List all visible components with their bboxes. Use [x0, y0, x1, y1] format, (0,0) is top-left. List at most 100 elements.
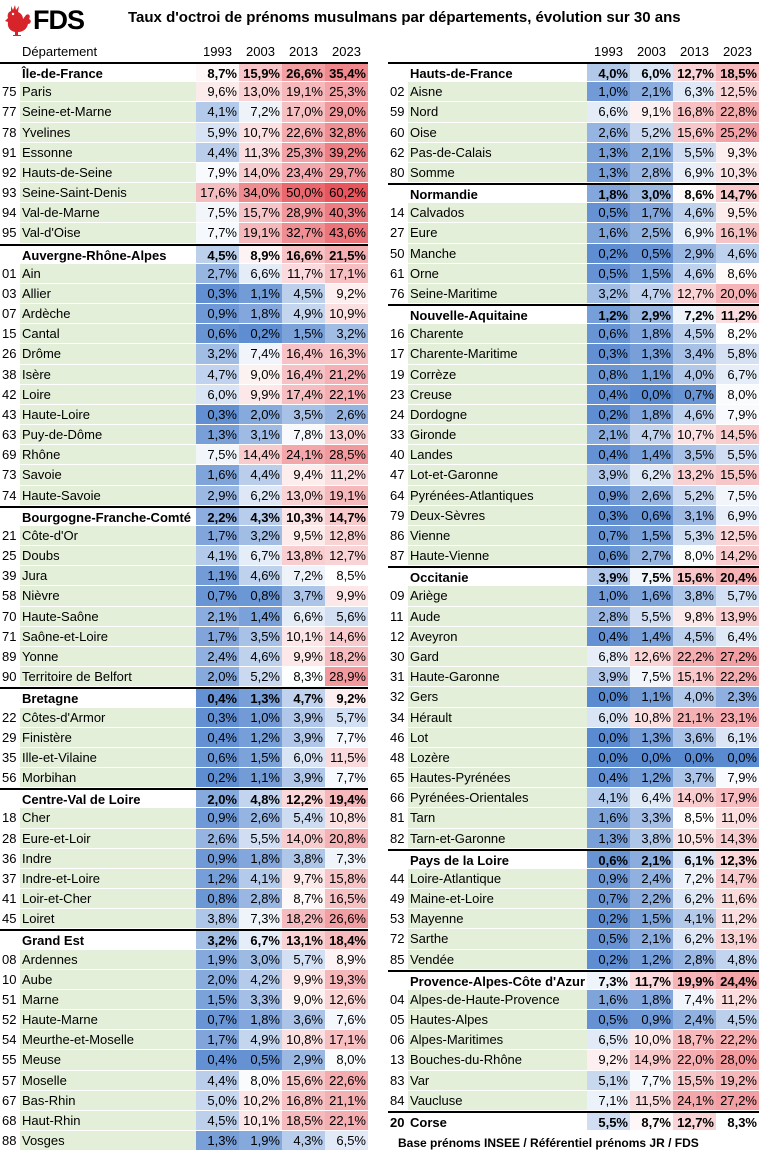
rate-cell: 9,8%: [673, 606, 716, 626]
rate-cell: 18,2%: [282, 909, 325, 929]
dept-code: 12: [390, 628, 405, 644]
dept-name: Alpes-Maritimes: [408, 1030, 587, 1050]
dept-name: Calvados: [408, 203, 587, 223]
dept-code: 45: [2, 911, 17, 927]
rate-cell: 3,7%: [673, 768, 716, 788]
dept-code: 23: [390, 386, 405, 402]
dept-code: [388, 972, 408, 989]
rate-cell: 0,7%: [196, 1010, 239, 1030]
rate-cell: 6,9%: [673, 223, 716, 243]
rate-cell: 7,7%: [325, 727, 368, 747]
rate-cell: 0,3%: [587, 505, 630, 525]
table-row: 13 Bouches-du-Rhône 9,2% 14,9% 22,0% 28,0%: [388, 1050, 759, 1071]
table-row: 58 Nièvre 0,7% 0,8% 3,7% 9,9%: [0, 586, 368, 607]
rate-cell: 17,1%: [325, 263, 368, 283]
rate-cell: 2,1%: [587, 425, 630, 445]
dept-code: 15: [2, 326, 17, 342]
dept-code: 92: [2, 164, 17, 180]
rate-cell: 9,7%: [282, 868, 325, 889]
dept-code: 29: [2, 729, 17, 745]
dept-code: 14: [390, 205, 405, 221]
dept-code: 72: [390, 931, 405, 947]
rate-cell: 11,6%: [716, 889, 759, 909]
rate-cell: 10,7%: [673, 425, 716, 445]
rate-cell: 15,6%: [673, 122, 716, 142]
rate-cell: 22,6%: [325, 1070, 368, 1090]
rate-cell: 10,7%: [239, 122, 282, 142]
table-row: 17 Charente-Maritime 0,3% 1,3% 3,4% 5,8%: [388, 344, 759, 365]
dept-code: 65: [390, 770, 405, 786]
rate-cell: 6,6%: [587, 102, 630, 122]
rate-cell: 15,7%: [239, 203, 282, 223]
dept-name: Marne: [20, 989, 196, 1010]
dept-name: Seine-Maritime: [408, 283, 587, 304]
rate-cell: 28,0%: [716, 1050, 759, 1070]
rate-cell: 3,2%: [239, 525, 282, 546]
table-row: 39 Jura 1,1% 4,6% 7,2% 8,5%: [0, 566, 368, 587]
rate-cell: 6,7%: [239, 931, 282, 949]
rate-cell: 18,2%: [325, 646, 368, 667]
rate-cell: 20,8%: [325, 828, 368, 848]
region-row: Grand Est 3,2% 6,7% 13,1% 18,4%: [0, 929, 368, 950]
rate-cell: 1,8%: [630, 324, 673, 344]
region-name: Île-de-France: [22, 66, 103, 81]
rate-cell: 2,9%: [282, 1050, 325, 1070]
rate-cell: 2,7%: [196, 263, 239, 283]
table-row: 14 Calvados 0,5% 1,7% 4,6% 9,5%: [388, 203, 759, 224]
rate-cell: 8,9%: [325, 949, 368, 969]
dept-code: 27: [390, 225, 405, 241]
header-year: 1993: [203, 44, 232, 59]
region-name: Centre-Val de Loire: [22, 792, 141, 808]
rate-cell: 6,5%: [325, 1131, 368, 1151]
dept-code: 64: [390, 487, 405, 503]
rate-cell: 3,6%: [282, 1010, 325, 1030]
table-row: 71 Saône-et-Loire 1,7% 3,5% 10,1% 14,6%: [0, 626, 368, 647]
dept-code: 17: [390, 346, 405, 362]
rate-cell: 6,2%: [673, 929, 716, 949]
rate-cell: 22,1%: [325, 384, 368, 404]
table-row: 44 Loire-Atlantique 0,9% 2,4% 7,2% 14,7%: [388, 868, 759, 890]
rate-cell: 3,4%: [673, 344, 716, 364]
rate-cell: 1,7%: [196, 626, 239, 646]
rate-cell: 2,8%: [239, 889, 282, 909]
region-row: Occitanie 3,9% 7,5% 15,6% 20,4%: [388, 566, 759, 587]
rate-cell: 0,4%: [587, 445, 630, 465]
rate-cell: 13,0%: [325, 425, 368, 445]
dept-name: Cantal: [20, 324, 196, 344]
rate-cell: 18,7%: [673, 1030, 716, 1050]
dept-name: Puy-de-Dôme: [20, 425, 196, 445]
rate-cell: 0,6%: [587, 324, 630, 344]
dept-code: 61: [390, 265, 405, 281]
table-row: 46 Lot 0,0% 1,3% 3,6% 6,1%: [388, 727, 759, 748]
rate-cell: 9,6%: [196, 82, 239, 102]
rate-cell: 6,3%: [673, 82, 716, 102]
dept-name: Drôme: [20, 344, 196, 364]
rate-cell: 5,5%: [630, 606, 673, 626]
dept-code: 16: [390, 326, 405, 342]
rate-cell: 3,2%: [196, 344, 239, 364]
rate-cell: 3,0%: [239, 949, 282, 969]
table-row: 42 Loire 6,0% 9,9% 17,4% 22,1%: [0, 384, 368, 405]
table-row: 24 Dordogne 0,2% 1,8% 4,6% 7,9%: [388, 404, 759, 426]
rate-cell: 1,7%: [630, 203, 673, 223]
dept-name: Yonne: [20, 646, 196, 667]
dept-name: Gironde: [408, 425, 587, 445]
table-row: 38 Isère 4,7% 9,0% 16,4% 21,2%: [0, 364, 368, 385]
rate-cell: 0,9%: [196, 848, 239, 868]
table-row: 62 Pas-de-Calais 1,3% 2,1% 5,5% 9,3%: [388, 142, 759, 163]
dept-name: Aude: [408, 606, 587, 626]
rate-cell: 8,7%: [196, 64, 239, 82]
rate-cell: 12,7%: [673, 64, 716, 82]
dept-code: 40: [390, 447, 405, 463]
rate-cell: 12,6%: [630, 646, 673, 667]
dept-code: 35: [2, 749, 17, 765]
dept-name: Ardennes: [20, 949, 196, 969]
rate-cell: 4,1%: [196, 546, 239, 566]
dept-name: Val-d'Oise: [20, 223, 196, 243]
rate-cell: 22,0%: [673, 1050, 716, 1070]
dept-code: 22: [2, 709, 17, 725]
region-name: Bourgogne-Franche-Comté: [22, 509, 191, 525]
rate-cell: 35,4%: [325, 64, 368, 82]
rate-cell: 0,4%: [587, 768, 630, 788]
rate-cell: 0,7%: [587, 889, 630, 909]
